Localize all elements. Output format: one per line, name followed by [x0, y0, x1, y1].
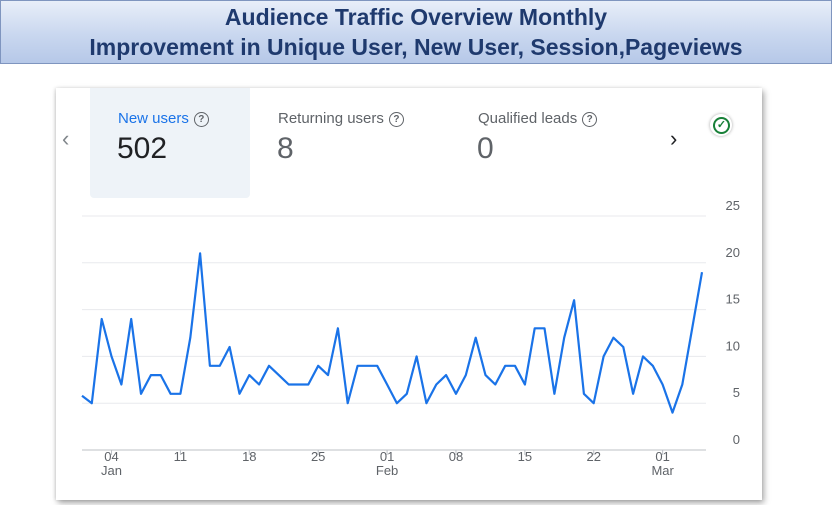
x-tick-month-label: Jan: [101, 463, 122, 478]
metric-label: New users: [118, 110, 189, 127]
x-tick-label: 01: [655, 449, 669, 464]
grid-lines: [82, 215, 706, 451]
series-line: [81, 252, 704, 414]
metric-label: Qualified leads: [478, 110, 578, 127]
x-tick-month-label: Mar: [651, 463, 674, 478]
chevron-left-icon[interactable]: ‹: [62, 126, 70, 151]
banner-title-line-2: Improvement in Unique User, New User, Se…: [89, 34, 743, 60]
x-tick-label: 15: [518, 449, 532, 464]
metric-value: 502: [117, 132, 168, 165]
y-tick-label: 5: [733, 385, 740, 400]
banner-title-line-1: Audience Traffic Overview Monthly: [224, 4, 608, 30]
chevron-right-icon[interactable]: ›: [670, 126, 678, 151]
check-circle-icon[interactable]: ✓: [710, 114, 732, 136]
y-tick-label: 20: [726, 245, 740, 260]
x-tick-label: 25: [311, 449, 325, 464]
x-tick-label: 01: [380, 449, 394, 464]
metric-value: 8: [277, 132, 294, 165]
title-banner: Audience Traffic Overview Monthly Improv…: [0, 0, 832, 64]
metric-tab-qualified-leads[interactable]: Qualified leads? 0: [450, 88, 650, 198]
y-tick-label: 10: [726, 338, 740, 353]
x-tick-label: 18: [242, 449, 256, 464]
metric-tab-new-users[interactable]: New users? 502: [90, 88, 250, 198]
x-tick-label: 04: [104, 449, 118, 464]
metric-label: Returning users: [278, 110, 384, 127]
x-tick-month-label: Feb: [376, 463, 398, 478]
help-circle-icon[interactable]: ?: [582, 112, 598, 127]
metric-tab-returning-users[interactable]: Returning users? 8: [250, 88, 450, 198]
x-tick-label: 11: [174, 449, 188, 464]
help-circle-icon[interactable]: ?: [193, 112, 209, 127]
x-tick-label: 08: [449, 449, 463, 464]
metric-value: 0: [477, 132, 494, 165]
x-tick-label: 22: [587, 449, 601, 464]
y-tick-label: 0: [733, 432, 740, 447]
y-tick-label: 25: [726, 198, 740, 213]
analytics-card: New users? 502 Returning users? 8 Qualif…: [56, 88, 762, 500]
y-tick-label: 15: [726, 292, 740, 307]
help-circle-icon[interactable]: ?: [388, 112, 404, 127]
y-axis-labels: 0 5 10 15 20 25: [726, 198, 740, 447]
